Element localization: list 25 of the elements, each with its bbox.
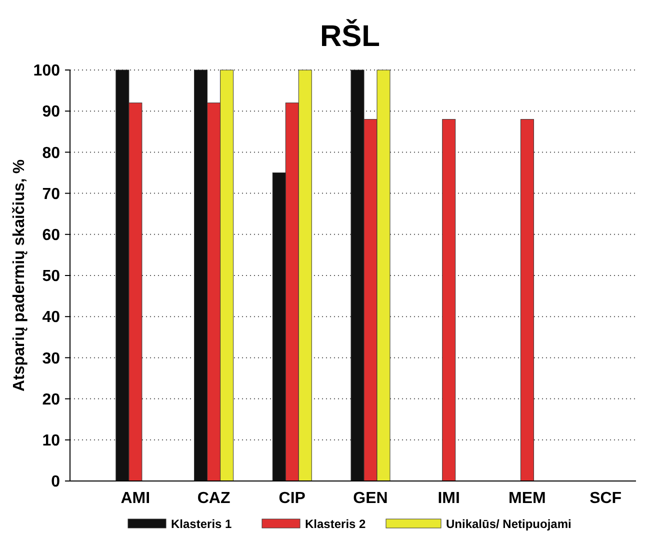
legend-label: Klasteris 2 — [305, 517, 366, 531]
bar — [520, 119, 534, 482]
y-axis-title: Atsparių padermių skaičius, % — [11, 159, 28, 392]
y-tick-label: 20 — [42, 391, 60, 408]
x-tick-label: CAZ — [197, 490, 230, 507]
y-tick-label: 70 — [42, 186, 60, 203]
x-tick-label: AMI — [120, 490, 150, 507]
y-tick-label: 0 — [51, 474, 60, 491]
legend-label: Klasteris 1 — [171, 517, 232, 531]
chart-title: RŠL — [320, 19, 380, 53]
y-tick-label: 30 — [42, 350, 60, 368]
y-tick-label: 100 — [33, 62, 60, 80]
y-tick-label: 40 — [42, 309, 60, 326]
y-tick-label: 80 — [42, 144, 60, 162]
x-tick-label: GEN — [353, 490, 388, 507]
y-tick-label: 60 — [42, 227, 60, 244]
x-tick-label: IMI — [438, 490, 460, 507]
y-tick-label: 50 — [42, 268, 60, 286]
legend-label: Unikalūs/ Netipuojami — [446, 517, 572, 531]
x-tick-label: MEM — [508, 490, 546, 507]
bar — [442, 119, 456, 482]
x-tick-label: SCF — [590, 490, 622, 507]
x-tick-label: CIP — [278, 490, 306, 507]
y-tick-label: 90 — [42, 104, 60, 121]
y-tick-label: 10 — [42, 432, 60, 450]
